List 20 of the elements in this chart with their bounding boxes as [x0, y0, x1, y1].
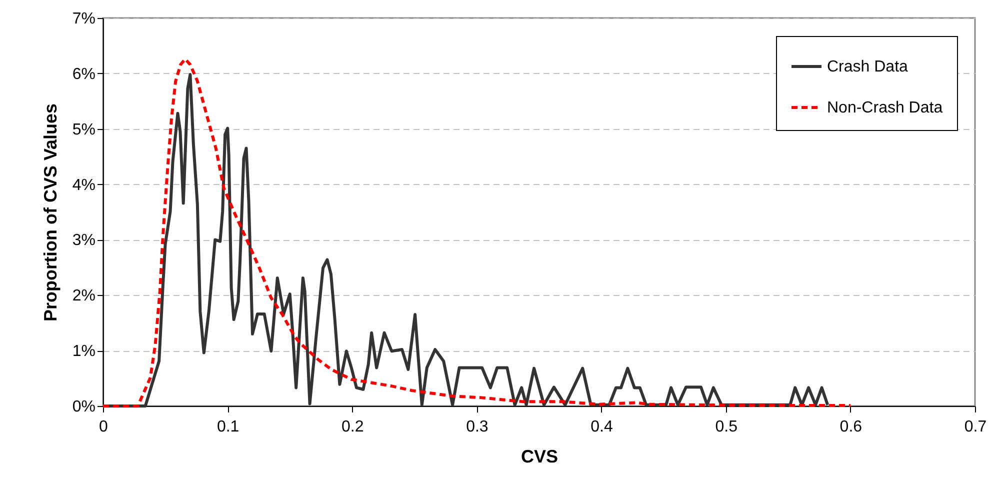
y-tick-label: 6% [72, 66, 96, 83]
x-tick-label: 0 [99, 418, 108, 436]
x-tick-label: 0.1 [216, 418, 240, 436]
y-tick-label: 7% [72, 10, 96, 28]
y-tick-label: 5% [72, 121, 96, 138]
y-tick-label: 4% [72, 176, 96, 194]
x-tick-label: 0.4 [590, 418, 614, 436]
y-tick-label: 2% [72, 288, 96, 305]
y-axis-title: Proportion of CVS Values [40, 103, 60, 322]
legend-label: Non-Crash Data [827, 100, 943, 116]
y-tick-label: 0% [72, 398, 96, 416]
x-tick-label: 0.6 [840, 418, 862, 436]
x-tick-label: 0.7 [964, 418, 987, 436]
x-tick-label: 0.3 [466, 418, 488, 436]
y-tick-label: 3% [72, 232, 96, 250]
x-axis-title: CVS [520, 446, 558, 466]
y-tick-label: 1% [72, 343, 96, 360]
x-tick-label: 0.2 [342, 418, 364, 436]
x-tick-label: 0.5 [715, 418, 738, 436]
legend-label: Crash Data [827, 58, 908, 76]
